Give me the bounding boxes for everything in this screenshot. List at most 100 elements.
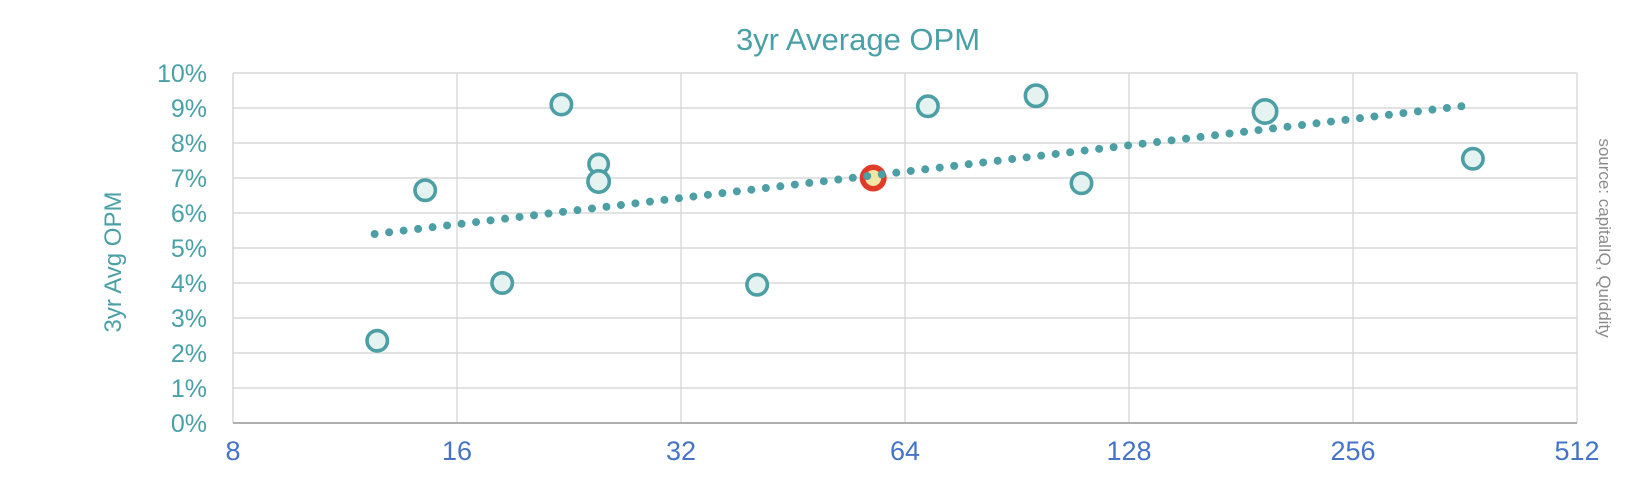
trendline-dot <box>645 197 654 206</box>
scatter-point <box>1251 98 1279 126</box>
y-tick-label: 1% <box>171 375 207 403</box>
trendline-dot <box>414 224 423 233</box>
scatter-point <box>745 272 770 297</box>
trendline-dot <box>747 185 756 194</box>
trendline-dot <box>1153 138 1162 147</box>
trendline-dot <box>1283 122 1292 131</box>
scatter-point <box>1023 83 1049 109</box>
y-tick-label: 9% <box>171 95 207 123</box>
trendline-dot <box>1095 144 1104 153</box>
trendline-dot <box>1457 102 1466 111</box>
trendline-dot <box>921 165 930 174</box>
trendline-dot <box>428 223 437 232</box>
trendline-dot <box>587 204 596 213</box>
trendline-dot <box>399 226 408 235</box>
trendline-dot <box>790 180 799 189</box>
scatter-point <box>365 328 390 353</box>
trendline-dot <box>950 161 959 170</box>
trendline-dot <box>1269 124 1278 133</box>
trendline-dot <box>892 168 901 177</box>
x-tick-label: 16 <box>442 436 472 466</box>
trendline-dot <box>1167 136 1176 145</box>
trendline-dot <box>863 172 872 181</box>
scatter-point <box>1460 146 1485 171</box>
scatter-point <box>586 169 612 195</box>
trendline-dot <box>1066 148 1075 157</box>
trendline-dot <box>1008 155 1017 164</box>
y-tick-label: 2% <box>171 340 207 368</box>
trendline-dot <box>1341 115 1350 124</box>
trendline-dot <box>1254 126 1263 135</box>
y-tick-label: 0% <box>171 410 207 438</box>
trendline-dot <box>1399 109 1408 118</box>
y-tick-label: 8% <box>171 130 207 158</box>
trendline-dot <box>1312 119 1321 128</box>
trendline-dot <box>370 230 379 238</box>
trendline-dot <box>1080 146 1089 155</box>
x-tick-label: 128 <box>1106 436 1151 466</box>
trendline-dot <box>660 195 669 204</box>
trendline-dot <box>1124 141 1133 150</box>
x-tick-label: 256 <box>1330 436 1375 466</box>
trendline-dot <box>1182 134 1191 143</box>
trendline-dot <box>1326 117 1335 126</box>
chart-title: 3yr Average OPM <box>735 22 981 57</box>
trendline-dot <box>457 219 466 228</box>
trendline-dot <box>993 156 1002 165</box>
trendline-dot <box>631 199 640 208</box>
trendline-dot <box>1240 127 1249 136</box>
trendline-dot <box>877 170 886 179</box>
trendline-dot <box>1370 112 1379 121</box>
trendline-dot <box>515 212 524 221</box>
trendline-dot <box>805 178 814 187</box>
trendline-dot <box>486 216 495 225</box>
trendline-dot <box>1211 131 1220 140</box>
trendline-dot <box>1138 139 1147 148</box>
x-tick-label: 32 <box>666 436 696 466</box>
trendline-dot <box>1413 107 1422 116</box>
trendline-dot <box>834 175 843 184</box>
source-note: source: capitalIQ, Quiddity <box>1595 138 1614 338</box>
trendline-dot <box>616 201 625 210</box>
scatter-point <box>549 92 574 117</box>
trendline-dot <box>443 221 452 230</box>
trendline-dot <box>1355 114 1364 123</box>
y-tick-label: 7% <box>171 165 207 193</box>
y-tick-label: 10% <box>157 60 207 88</box>
trendline-dot <box>776 182 785 191</box>
y-axis-title: 3yr Avg OPM <box>100 191 127 333</box>
trendline-dot <box>732 187 741 196</box>
trendline-dot <box>558 207 567 216</box>
trendline-dot <box>1384 110 1393 119</box>
trendline-dot <box>819 177 828 186</box>
trendline-dot <box>964 160 973 169</box>
y-tick-label: 4% <box>171 270 207 298</box>
trendline-dot <box>1225 129 1234 138</box>
scatter-point <box>413 178 438 203</box>
trendline-dot <box>1022 153 1031 162</box>
trendline-dot <box>979 158 988 167</box>
trendline-dot <box>1051 149 1060 158</box>
trendline-dot <box>1037 151 1046 160</box>
trendline-dot <box>530 211 539 220</box>
trendline-dot <box>1297 120 1306 129</box>
trendline-dot <box>674 194 683 203</box>
y-tick-label: 6% <box>171 200 207 228</box>
trendline-dot <box>573 206 582 215</box>
trendline-dot <box>689 192 698 201</box>
y-tick-label: 3% <box>171 305 207 333</box>
scatter-point <box>1069 171 1094 196</box>
trendline-dot <box>1442 103 1451 112</box>
trendline-dot <box>472 218 481 227</box>
x-tick-label: 8 <box>225 436 240 466</box>
scatter-point <box>490 270 515 295</box>
trendline-dot <box>718 189 727 198</box>
trendline-dot <box>935 163 944 172</box>
scatter-point <box>915 94 940 119</box>
trendline-dot <box>848 173 857 182</box>
trendline-dot <box>761 184 770 193</box>
trendline-dot <box>385 228 394 237</box>
x-tick-label: 512 <box>1554 436 1599 466</box>
